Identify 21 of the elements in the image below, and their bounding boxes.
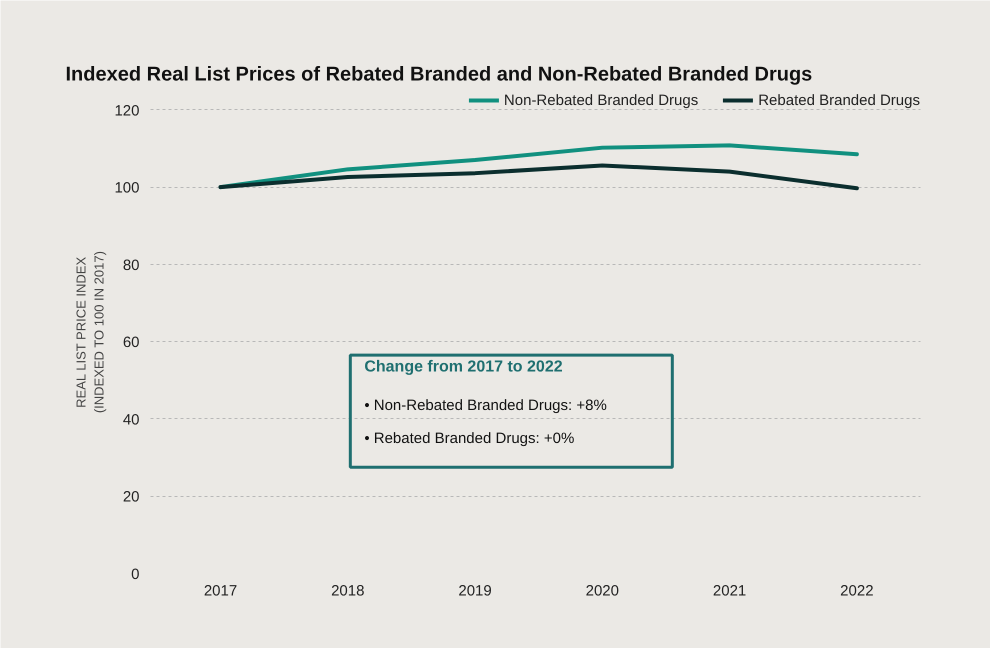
x-tick-label: 2022 [840,582,874,600]
x-tick-label: 2018 [331,582,364,600]
legend-label: Non-Rebated Branded Drugs [504,92,698,108]
annotation: • Rebated Branded Drugs: +0% [364,430,574,447]
line-series [218,163,859,190]
x-tick-label: 2021 [712,582,746,600]
annotation: • Non-Rebated Branded Drugs: +8% [364,396,607,414]
y-tick-label: 0 [131,566,140,583]
annotation: Change from 2017 to 2022 [364,358,563,376]
x-tick-label: 2017 [204,582,238,600]
y-tick-label: 40 [122,411,140,428]
x-tick-label: 2020 [586,582,620,600]
y-tick-label: 60 [122,334,140,352]
chart-title: Indexed Real List Prices of Rebated Branded and Non-Rebated Branded Drugs [66,64,812,86]
y-tick-label: 120 [114,102,140,120]
y-tick-label: 100 [114,180,140,197]
y-axis-title: REAL LIST PRICE INDEX (INDEXED TO 100 IN 2017) [73,251,106,414]
y-tick-label: 80 [122,256,140,274]
y-tick-label: 20 [122,488,140,506]
x-tick-label: 2019 [458,582,492,600]
legend-label: Rebated Branded Drugs [758,92,920,108]
